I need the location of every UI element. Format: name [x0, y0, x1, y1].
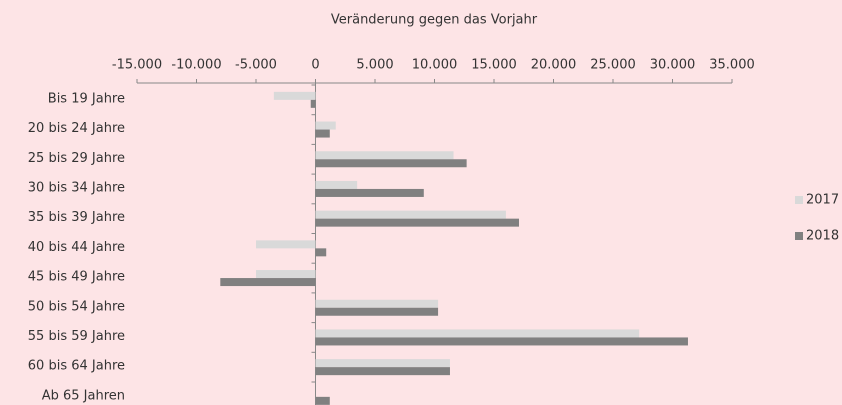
y-tick-label: 25 bis 29 Jahre [28, 151, 125, 166]
x-tick-label: -5.000 [235, 58, 277, 73]
bar [315, 121, 336, 130]
bar [315, 151, 454, 160]
bar [315, 180, 358, 189]
y-tick-label: Ab 65 Jahren [42, 388, 125, 403]
y-tick-label: 20 bis 24 Jahre [28, 121, 125, 136]
y-tick-label: 55 bis 59 Jahre [28, 329, 125, 344]
x-tick-label: 5.000 [356, 58, 393, 73]
y-tick-label: 40 bis 44 Jahre [28, 240, 125, 255]
bar [315, 210, 506, 219]
bar [315, 188, 424, 197]
bar [256, 240, 316, 249]
bar [315, 129, 330, 138]
axis-title: Veränderung gegen das Vorjahr [331, 13, 538, 28]
x-tick-label: 10.000 [412, 58, 458, 73]
x-tick-label: 0 [311, 58, 319, 73]
bar [273, 91, 316, 100]
legend-swatch [795, 232, 803, 240]
bar [256, 270, 316, 279]
y-tick-label: 30 bis 34 Jahre [28, 180, 125, 195]
bar [315, 359, 450, 368]
y-tick-label: 45 bis 49 Jahre [28, 270, 125, 285]
x-tick-label: 15.000 [471, 58, 517, 73]
x-tick-label: 20.000 [531, 58, 577, 73]
bar [315, 307, 439, 316]
bar [220, 278, 316, 287]
bar [315, 159, 467, 168]
bar [315, 218, 519, 227]
y-tick-label: 60 bis 64 Jahre [28, 359, 125, 374]
bar [315, 396, 330, 405]
bar [315, 248, 327, 257]
y-tick-label: 35 bis 39 Jahre [28, 210, 125, 225]
bar [310, 99, 316, 108]
x-tick-label: 35.000 [709, 58, 755, 73]
x-tick-label: -10.000 [171, 58, 221, 73]
bar [315, 329, 640, 338]
x-tick-label: 30.000 [650, 58, 696, 73]
bar [315, 337, 688, 346]
x-tick-label: 25.000 [590, 58, 636, 73]
legend-swatch [795, 196, 803, 204]
legend-label: 2017 [806, 193, 839, 208]
bar [315, 299, 439, 308]
x-tick-label: -15.000 [112, 58, 162, 73]
y-tick-label: Bis 19 Jahre [48, 91, 125, 106]
bar [315, 367, 450, 376]
legend-label: 2018 [806, 229, 839, 244]
y-tick-label: 50 bis 54 Jahre [28, 299, 125, 314]
